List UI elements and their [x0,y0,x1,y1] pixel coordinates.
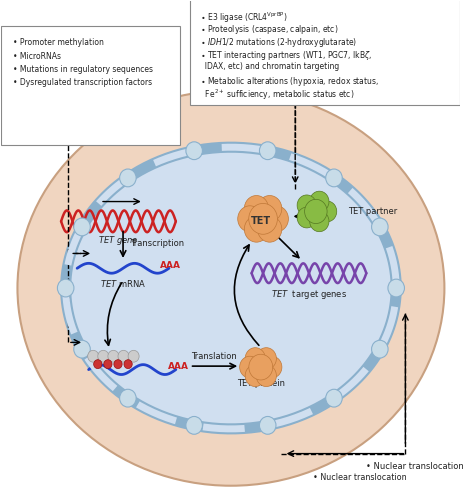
Circle shape [124,360,132,369]
FancyBboxPatch shape [1,26,181,145]
Text: TET: TET [251,216,271,226]
Circle shape [240,356,260,378]
Circle shape [238,206,262,232]
Circle shape [257,216,282,242]
Circle shape [264,206,288,232]
Circle shape [310,211,329,232]
Ellipse shape [18,90,445,486]
Text: $\bullet$ Proteolysis (caspase, calpain, etc): $\bullet$ Proteolysis (caspase, calpain,… [200,23,338,36]
Text: TET protein: TET protein [237,380,285,389]
Text: $\bullet$ TET interacting partners (WT1, PGC7, IkB$\zeta$,: $\bullet$ TET interacting partners (WT1,… [200,49,372,62]
Text: • Nuclear translocation: • Nuclear translocation [365,462,464,471]
Text: AAA: AAA [160,261,181,270]
Circle shape [94,360,102,369]
Circle shape [257,195,282,222]
Circle shape [372,218,388,236]
Circle shape [114,360,122,369]
Text: Fe$^{2+}$ sufficiency, metabolic status etc): Fe$^{2+}$ sufficiency, metabolic status … [200,87,354,102]
Circle shape [104,360,112,369]
Circle shape [388,279,404,297]
Circle shape [259,142,276,160]
Circle shape [249,203,277,234]
Text: TET partner: TET partner [348,207,397,216]
Text: $\it{TET}$ mRNA: $\it{TET}$ mRNA [100,278,146,289]
Text: $\it{TET}$  target genes: $\it{TET}$ target genes [271,288,347,301]
Circle shape [249,354,273,380]
Text: • Nuclear translocation: • Nuclear translocation [313,473,406,483]
Ellipse shape [66,147,396,429]
Circle shape [297,195,317,216]
Text: IDAX, etc) and chromatin targeting: IDAX, etc) and chromatin targeting [200,62,339,71]
FancyBboxPatch shape [190,0,460,105]
Text: $\bullet$ Metabolic alterations (hypoxia, redox status,: $\bullet$ Metabolic alterations (hypoxia… [200,75,379,87]
Circle shape [119,169,136,187]
Circle shape [57,279,74,297]
Circle shape [119,389,136,407]
Circle shape [118,350,129,362]
Circle shape [128,350,139,362]
Circle shape [326,169,342,187]
Circle shape [108,350,119,362]
Text: Transcription: Transcription [130,239,184,248]
Circle shape [186,416,202,434]
Circle shape [297,207,317,228]
Text: $\bullet$ $\it{IDH1/2}$ mutations (2-hydroxyglutarate): $\bullet$ $\it{IDH1/2}$ mutations (2-hyd… [200,36,357,49]
Circle shape [262,356,282,378]
Circle shape [318,201,337,222]
Circle shape [256,348,276,369]
Circle shape [98,350,109,362]
Circle shape [256,365,276,387]
Text: AAA: AAA [168,362,189,371]
Circle shape [244,195,269,222]
Text: $\bullet$ E3 ligase (CRL4$^{\mathrm{VprBP}}$): $\bullet$ E3 ligase (CRL4$^{\mathrm{VprB… [200,10,287,25]
Text: Translation: Translation [191,352,237,361]
Text: • Promoter methylation
• MicroRNAs
• Mutations in regulatory sequences
• Dysregu: • Promoter methylation • MicroRNAs • Mut… [13,38,153,87]
Circle shape [372,340,388,358]
Circle shape [245,348,265,369]
Circle shape [245,365,265,387]
Circle shape [310,191,329,212]
Circle shape [259,416,276,434]
Text: $\it{TET}$ gene: $\it{TET}$ gene [98,234,139,247]
Circle shape [244,216,269,242]
Circle shape [88,350,99,362]
Circle shape [74,218,90,236]
Circle shape [305,199,327,224]
Circle shape [186,142,202,160]
Circle shape [326,389,342,407]
Circle shape [74,340,90,358]
